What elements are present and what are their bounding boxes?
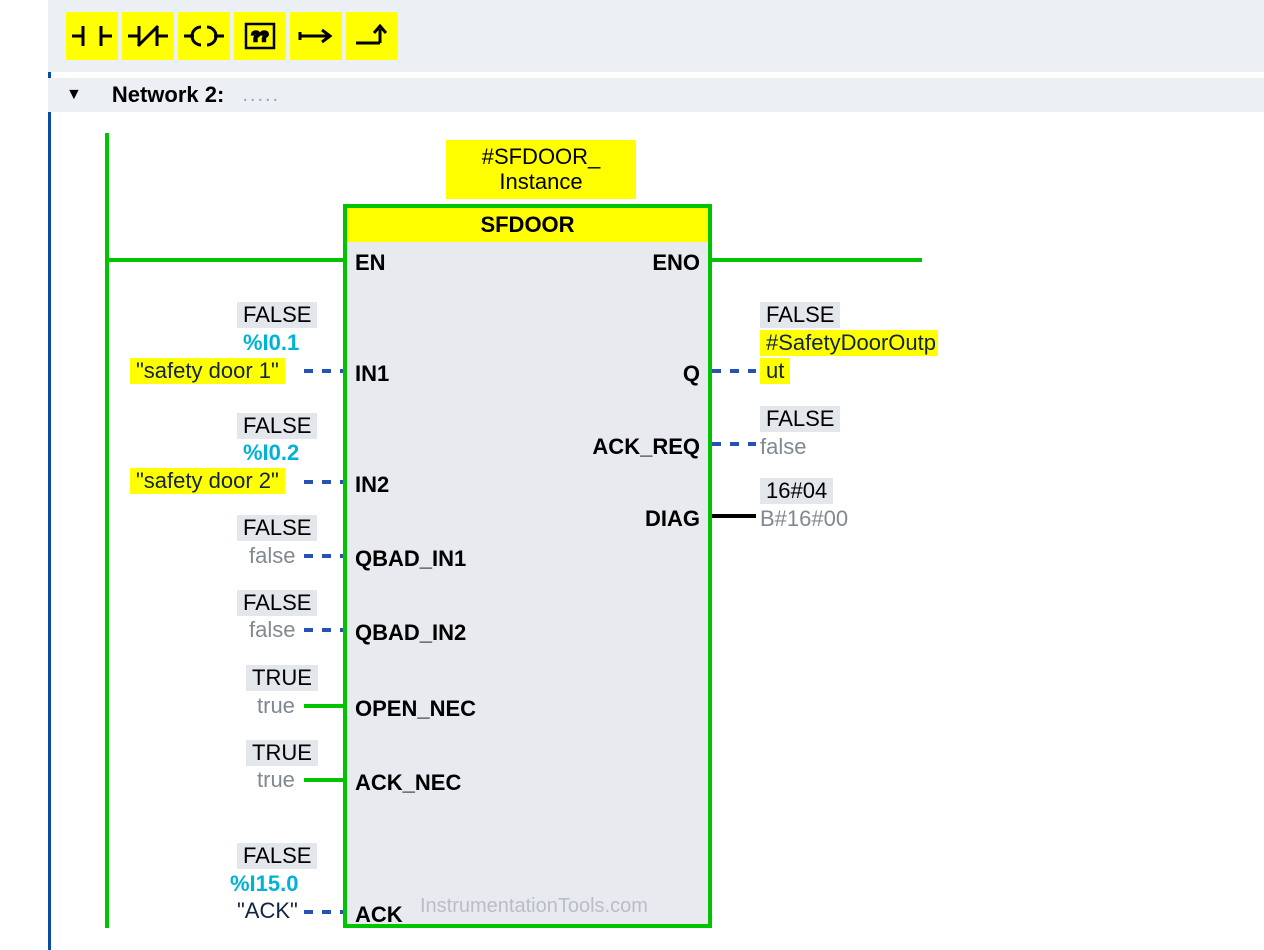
- tool-no-contact-button[interactable]: [66, 12, 118, 60]
- q-state: FALSE: [760, 302, 840, 328]
- pin-q: Q: [683, 361, 700, 387]
- pin-in1: IN1: [355, 361, 389, 387]
- ack-state: FALSE: [237, 843, 317, 869]
- qbadin1-val: false: [249, 543, 295, 569]
- instance-label[interactable]: #SFDOOR_ Instance: [446, 140, 636, 199]
- pin-eno: ENO: [652, 250, 700, 276]
- tool-close-branch-button[interactable]: [346, 12, 398, 60]
- tool-empty-box-button[interactable]: ??: [234, 12, 286, 60]
- pin-opennec: OPEN_NEC: [355, 696, 476, 722]
- wire-qbadin2: [304, 628, 343, 632]
- wire-in1: [304, 369, 343, 373]
- wire-in2: [304, 480, 343, 484]
- ack-addr: %I15.0: [230, 871, 299, 897]
- wire-opennec: [304, 704, 343, 708]
- network-comment-dots: .....: [242, 84, 280, 107]
- wire-en: [105, 258, 343, 262]
- in2-tag[interactable]: "safety door 2": [130, 468, 285, 494]
- ackreq-val: false: [760, 434, 806, 460]
- in1-state: FALSE: [237, 302, 317, 328]
- in2-addr: %I0.2: [243, 440, 299, 466]
- pin-acknec: ACK_NEC: [355, 770, 461, 796]
- opennec-state: TRUE: [246, 665, 318, 691]
- in1-tag[interactable]: "safety door 1": [130, 358, 285, 384]
- network-header[interactable]: ▼ Network 2: .....: [48, 78, 1264, 112]
- instance-line1: #SFDOOR_: [482, 144, 601, 169]
- wire-diag: [712, 514, 756, 518]
- wire-qbadin1: [304, 554, 343, 558]
- q-tag-l1[interactable]: #SafetyDoorOutp: [760, 330, 938, 356]
- tool-open-branch-button[interactable]: [290, 12, 342, 60]
- q-tag-l2[interactable]: ut: [760, 358, 790, 384]
- function-block-sfdoor[interactable]: SFDOOR EN ENO IN1 Q IN2 ACK_REQ QBAD_IN1…: [343, 204, 712, 928]
- ladder-toolbar: ??: [66, 12, 398, 60]
- diag-state: 16#04: [760, 478, 833, 504]
- block-title: SFDOOR: [347, 208, 708, 242]
- qbadin1-state: FALSE: [237, 515, 317, 541]
- pin-diag: DIAG: [645, 506, 700, 532]
- diag-val: B#16#00: [760, 506, 848, 532]
- ack-tag[interactable]: "ACK": [237, 898, 298, 924]
- ackreq-state: FALSE: [760, 406, 840, 432]
- pin-qbadin1: QBAD_IN1: [355, 546, 466, 572]
- tool-nc-contact-button[interactable]: [122, 12, 174, 60]
- wire-eno: [712, 258, 922, 262]
- left-margin-rail: [48, 0, 51, 950]
- editor-canvas: ?? ▼ Network 2: ..... #SFDOOR_ Instance …: [0, 0, 1264, 950]
- collapse-arrow-icon[interactable]: ▼: [66, 86, 82, 104]
- tool-coil-button[interactable]: [178, 12, 230, 60]
- in2-state: FALSE: [237, 413, 317, 439]
- instance-line2: Instance: [499, 169, 582, 194]
- wire-ack: [304, 910, 343, 914]
- pin-ack: ACK: [355, 902, 403, 928]
- svg-text:??: ??: [251, 28, 268, 44]
- acknec-state: TRUE: [246, 740, 318, 766]
- power-rail: [105, 133, 109, 928]
- acknec-val: true: [257, 767, 295, 793]
- qbadin2-state: FALSE: [237, 590, 317, 616]
- in1-addr: %I0.1: [243, 330, 299, 356]
- network-title: Network 2:: [112, 82, 224, 108]
- pin-in2: IN2: [355, 472, 389, 498]
- opennec-val: true: [257, 693, 295, 719]
- pin-qbadin2: QBAD_IN2: [355, 620, 466, 646]
- pin-ackreq: ACK_REQ: [592, 434, 700, 460]
- wire-acknec: [304, 778, 343, 782]
- wire-q: [712, 369, 756, 373]
- watermark-text: InstrumentationTools.com: [420, 895, 648, 918]
- wire-ackreq: [712, 442, 756, 446]
- qbadin2-val: false: [249, 617, 295, 643]
- pin-en: EN: [355, 250, 386, 276]
